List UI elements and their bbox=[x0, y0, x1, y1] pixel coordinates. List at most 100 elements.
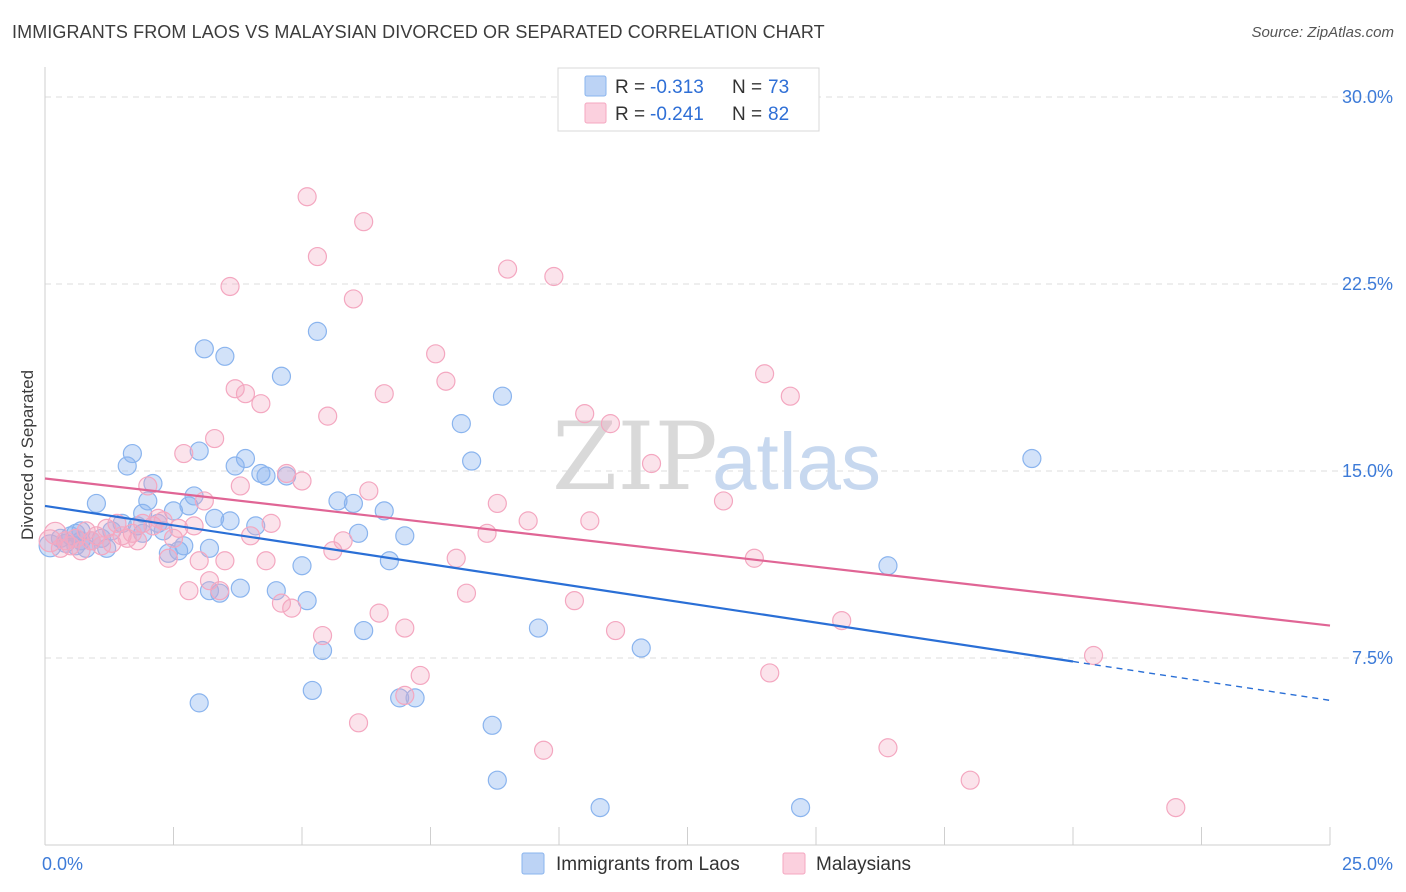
y-tick-label-3: 30.0% bbox=[1342, 87, 1393, 107]
laos-point-37 bbox=[235, 448, 256, 469]
legend-r-label-malaysians: R = bbox=[615, 104, 645, 125]
malaysians-point-58 bbox=[374, 384, 394, 404]
x-tick-label-0: 0.0% bbox=[42, 854, 83, 874]
bottom-legend-label-malaysians: Malaysians bbox=[816, 854, 911, 875]
legend-n-value-laos: 73 bbox=[768, 77, 789, 98]
laos-point-15 bbox=[122, 443, 142, 464]
legend-r-label-laos: R = bbox=[615, 77, 645, 98]
laos-point-45 bbox=[297, 591, 317, 611]
legend-n-value-malaysians: 82 bbox=[768, 104, 789, 125]
laos-point-46 bbox=[302, 680, 322, 701]
malaysians-point-26 bbox=[174, 443, 194, 464]
laos-point-44 bbox=[292, 556, 312, 576]
malaysians-point-86 bbox=[1166, 797, 1186, 818]
y-tick-label-2: 22.5% bbox=[1342, 274, 1393, 294]
malaysians-point-53 bbox=[343, 289, 363, 309]
malaysians-point-79 bbox=[754, 364, 775, 384]
y-tick-label-1: 15.0% bbox=[1342, 461, 1393, 481]
laos-point-66 bbox=[790, 797, 811, 818]
bottom-legend-swatch-laos bbox=[521, 852, 545, 875]
malaysians-point-61 bbox=[426, 344, 446, 364]
laos-point-14 bbox=[117, 456, 137, 476]
malaysians-point-50 bbox=[318, 406, 338, 426]
malaysians-point-33 bbox=[210, 581, 230, 601]
trend-line-laos bbox=[44, 504, 1074, 663]
malaysians-point-7 bbox=[76, 521, 96, 541]
laos-point-59 bbox=[462, 451, 482, 471]
malaysians-point-19 bbox=[138, 476, 158, 496]
malaysians-point-24 bbox=[163, 528, 184, 548]
laos-point-53 bbox=[374, 501, 394, 521]
trend-lines bbox=[44, 477, 1331, 702]
laos-point-27 bbox=[189, 441, 209, 461]
malaysians-point-63 bbox=[446, 548, 466, 568]
malaysians-point-54 bbox=[348, 713, 369, 733]
malaysians-point-65 bbox=[477, 523, 497, 543]
malaysians-point-35 bbox=[220, 276, 240, 297]
laos-point-65 bbox=[631, 638, 651, 658]
malaysians-point-31 bbox=[199, 571, 220, 591]
laos-point-35 bbox=[225, 456, 245, 476]
malaysians-point-72 bbox=[575, 404, 595, 424]
watermark-zip: ZIP bbox=[552, 403, 718, 512]
malaysians-point-37 bbox=[230, 476, 250, 496]
malaysians-point-13 bbox=[107, 513, 127, 533]
laos-point-55 bbox=[390, 688, 410, 708]
malaysians-point-87 bbox=[395, 685, 415, 706]
malaysians-point-81 bbox=[780, 386, 800, 406]
laos-point-38 bbox=[246, 516, 266, 536]
malaysians-point-29 bbox=[189, 551, 209, 571]
malaysians-point-71 bbox=[564, 591, 585, 611]
malaysians-point-64 bbox=[456, 583, 477, 603]
malaysians-point-52 bbox=[333, 531, 353, 551]
watermark: ZIP atlas bbox=[552, 403, 881, 512]
malaysians-point-74 bbox=[600, 414, 621, 434]
axes bbox=[44, 67, 1331, 846]
legend-r-value-laos: -0.313 bbox=[650, 77, 704, 98]
laos-point-31 bbox=[205, 508, 225, 528]
series-legend: Immigrants from Laos Malaysians bbox=[521, 852, 911, 875]
malaysians-point-49 bbox=[312, 625, 333, 646]
laos-point-34 bbox=[220, 511, 240, 531]
malaysians-point-57 bbox=[369, 603, 389, 623]
laos-point-36 bbox=[230, 578, 250, 598]
malaysians-point-83 bbox=[878, 738, 898, 758]
laos-point-49 bbox=[328, 491, 348, 511]
trend-line-laos-extension bbox=[1072, 660, 1331, 702]
laos-point-9 bbox=[86, 493, 107, 514]
malaysians-point-28 bbox=[184, 516, 204, 536]
legend-swatch-malaysians bbox=[584, 102, 607, 124]
laos-point-18 bbox=[138, 491, 158, 511]
laos-point-70 bbox=[153, 521, 173, 541]
malaysians-point-60 bbox=[410, 665, 430, 686]
laos-point-29 bbox=[199, 538, 220, 558]
malaysians-point-32 bbox=[205, 428, 225, 449]
tick-labels: 7.5% 15.0% 22.5% 30.0% 0.0% 25.0% bbox=[42, 87, 1393, 874]
laos-point-52 bbox=[354, 620, 374, 641]
malaysians-point-34 bbox=[215, 551, 235, 571]
malaysians-point-80 bbox=[760, 663, 780, 683]
laos-point-24 bbox=[174, 536, 194, 556]
malaysians-point-77 bbox=[713, 491, 734, 511]
stats-legend: R = -0.313 N = 73 R = -0.241 N = 82 bbox=[557, 67, 820, 132]
trend-line-malaysians bbox=[44, 477, 1331, 627]
malaysians-point-47 bbox=[297, 187, 317, 207]
malaysians-point-59 bbox=[395, 618, 415, 638]
laos-point-60 bbox=[487, 770, 507, 790]
malaysians-point-5 bbox=[66, 528, 86, 548]
laos-point-47 bbox=[307, 321, 328, 341]
laos-point-50 bbox=[343, 493, 363, 514]
malaysians-point-36 bbox=[225, 379, 245, 399]
malaysians-point-73 bbox=[580, 511, 600, 531]
watermark-atlas: atlas bbox=[712, 417, 881, 506]
laos-point-22 bbox=[163, 501, 184, 521]
legend-n-label-laos: N = bbox=[732, 77, 762, 98]
malaysians-point-38 bbox=[235, 384, 256, 404]
laos-point-33 bbox=[215, 346, 235, 366]
malaysians-point-67 bbox=[498, 259, 518, 279]
laos-point-62 bbox=[492, 386, 513, 406]
chart-title: IMMIGRANTS FROM LAOS VS MALAYSIAN DIVORC… bbox=[12, 22, 825, 42]
malaysians-point-69 bbox=[533, 740, 554, 760]
laos-point-28 bbox=[194, 339, 214, 359]
laos-point-19 bbox=[143, 473, 163, 494]
